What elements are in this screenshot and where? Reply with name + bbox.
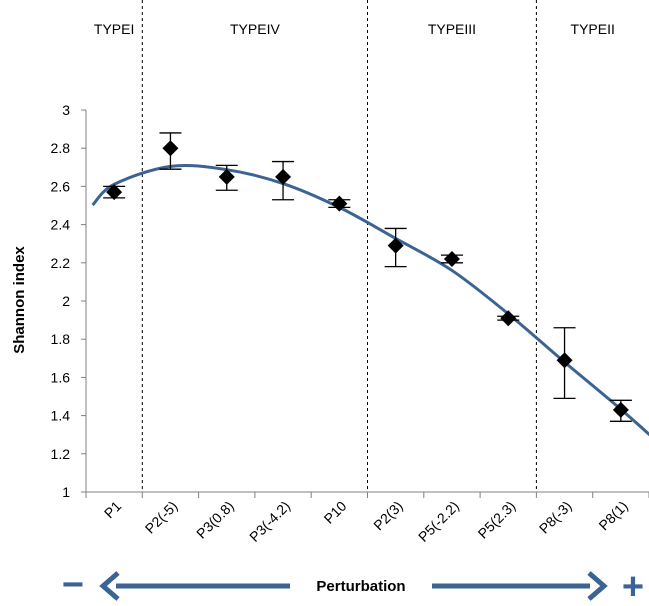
data-point (384, 227, 407, 268)
data-point (159, 132, 182, 170)
region-label: TYPEI (94, 21, 134, 37)
y-tick-label: 1.2 (51, 446, 71, 462)
y-tick-label: 2.4 (51, 217, 71, 233)
data-point (497, 310, 520, 327)
region-label: TYPEIV (230, 21, 280, 37)
y-tick-label: 1.4 (51, 408, 71, 424)
diamond-marker (443, 250, 460, 267)
arrow-head-right (587, 571, 608, 601)
y-tick-label: 1.6 (51, 369, 71, 385)
region-label: TYPEII (571, 21, 615, 37)
trend-line (91, 163, 649, 437)
y-tick-label: 2.8 (51, 140, 71, 156)
y-tick-label: 2.6 (51, 178, 71, 194)
region-layer: TYPEI TYPEIV TYPEIII TYPEII (94, 0, 615, 492)
x-tick-label: P10 (321, 498, 350, 527)
region-label: TYPEIII (428, 21, 476, 37)
x-tick-label: P2(3) (370, 498, 406, 534)
minus-sign: − (62, 564, 84, 601)
x-tick-label: P8(-3) (536, 498, 575, 537)
data-layer (103, 132, 632, 422)
diamond-marker (218, 168, 235, 185)
x-tick-label: P8(1) (595, 498, 631, 534)
trend-layer (91, 163, 649, 437)
plus-sign: + (622, 566, 644, 601)
y-tick-label: 1 (62, 484, 70, 500)
diamond-marker (556, 352, 573, 369)
diamond-marker (500, 310, 517, 327)
x-tick-label: P5(-2.2) (415, 498, 462, 545)
data-point (328, 195, 351, 212)
y-tick-label: 2.2 (51, 255, 71, 271)
x-tick-label: P1 (101, 498, 125, 522)
diamond-marker (275, 168, 292, 185)
x-tick-label: P3(-4.2) (246, 498, 293, 545)
data-point (609, 399, 632, 422)
perturbation-arrow: − Perturbation + (62, 564, 644, 606)
diamond-marker (162, 140, 179, 157)
y-axis-label: Shannon index (11, 246, 28, 354)
data-point (440, 250, 463, 267)
x-axis-label: Perturbation (316, 578, 405, 595)
x-tick-label: P2(-5) (142, 498, 181, 537)
axis-layer: 1 1.2 1.4 1.6 1.8 2 2.2 2.4 2.6 2.8 3 P1 P2(-5) P3(0.… (51, 102, 649, 545)
y-tick-label: 3 (62, 102, 70, 118)
data-point (272, 160, 295, 201)
data-point (103, 184, 126, 201)
diamond-marker (106, 184, 123, 201)
arrow-head-left (99, 571, 120, 601)
y-tick-label: 2 (62, 293, 70, 309)
data-point (553, 327, 576, 400)
x-tick-label: P5(2.3) (475, 498, 519, 542)
diamond-marker (331, 195, 348, 212)
x-tick-label: P3(0.8) (193, 498, 237, 542)
data-point (215, 164, 238, 191)
diamond-marker (612, 401, 629, 418)
diamond-marker (387, 237, 404, 254)
y-tick-label: 1.8 (51, 331, 71, 347)
